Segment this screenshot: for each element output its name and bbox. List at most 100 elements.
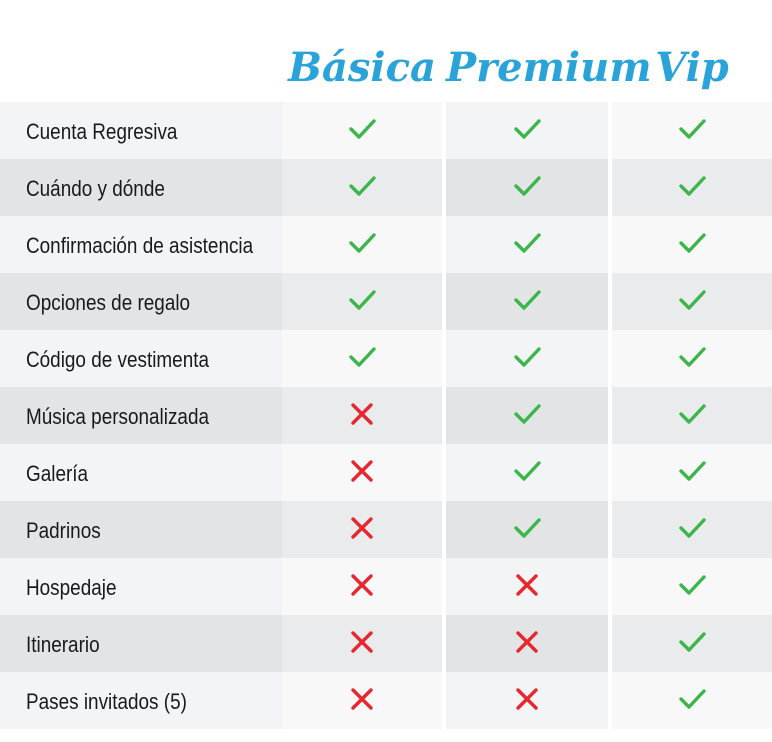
check-icon: [347, 114, 377, 144]
cell-vip: [612, 102, 772, 159]
feature-label: Galería: [26, 461, 89, 486]
check-icon: [677, 456, 707, 486]
cell-premium: [446, 444, 608, 501]
cell-basica: [282, 501, 442, 558]
table-row: Padrinos: [0, 501, 772, 558]
feature-label: Cuándo y dónde: [26, 176, 165, 201]
check-icon: [677, 228, 707, 258]
check-icon: [347, 171, 377, 201]
check-icon: [677, 570, 707, 600]
check-icon: [512, 114, 542, 144]
cell-premium: [446, 672, 608, 729]
cell-premium: [446, 501, 608, 558]
cell-vip: [612, 387, 772, 444]
plan-title-vip: Vip: [655, 44, 729, 91]
feature-label-cell: Opciones de regalo: [0, 273, 282, 330]
cell-premium: [446, 615, 608, 672]
cross-icon: [512, 684, 542, 714]
cross-icon: [347, 399, 377, 429]
cross-icon: [347, 456, 377, 486]
cell-vip: [612, 501, 772, 558]
table-row: Cuenta Regresiva: [0, 102, 772, 159]
check-icon: [512, 285, 542, 315]
cross-icon: [347, 684, 377, 714]
cross-icon: [347, 627, 377, 657]
cell-vip: [612, 159, 772, 216]
feature-label-cell: Galería: [0, 444, 282, 501]
feature-label-cell: Padrinos: [0, 501, 282, 558]
table-row: Hospedaje: [0, 558, 772, 615]
table-row: Confirmación de asistencia: [0, 216, 772, 273]
check-icon: [677, 399, 707, 429]
check-icon: [512, 456, 542, 486]
feature-label-cell: Cuenta Regresiva: [0, 102, 282, 159]
check-icon: [347, 285, 377, 315]
feature-label: Cuenta Regresiva: [26, 119, 178, 144]
plan-title-basica: Básica: [288, 44, 436, 91]
table-row: Itinerario: [0, 615, 772, 672]
feature-label-cell: Música personalizada: [0, 387, 282, 444]
feature-label-cell: Código de vestimenta: [0, 330, 282, 387]
table-row: Música personalizada: [0, 387, 772, 444]
cell-vip: [612, 444, 772, 501]
table-row: Cuándo y dónde: [0, 159, 772, 216]
feature-label: Itinerario: [26, 632, 100, 657]
table-header: Básica Premium Vip: [0, 0, 772, 102]
check-icon: [677, 627, 707, 657]
cell-premium: [446, 387, 608, 444]
cell-vip: [612, 273, 772, 330]
check-icon: [512, 171, 542, 201]
cross-icon: [512, 570, 542, 600]
table-row: Pases invitados (5): [0, 672, 772, 729]
check-icon: [677, 285, 707, 315]
cell-basica: [282, 615, 442, 672]
check-icon: [512, 399, 542, 429]
cell-basica: [282, 102, 442, 159]
feature-label-cell: Cuándo y dónde: [0, 159, 282, 216]
cell-basica: [282, 273, 442, 330]
cell-basica: [282, 330, 442, 387]
feature-label: Opciones de regalo: [26, 290, 191, 315]
feature-label-cell: Pases invitados (5): [0, 672, 282, 729]
check-icon: [677, 342, 707, 372]
cell-premium: [446, 102, 608, 159]
feature-label: Código de vestimenta: [26, 347, 210, 372]
table-row: Código de vestimenta: [0, 330, 772, 387]
cell-vip: [612, 216, 772, 273]
check-icon: [677, 513, 707, 543]
cell-premium: [446, 330, 608, 387]
feature-rows: Cuenta Regresiva Cuándo y dónde Confirmaci…: [0, 102, 772, 729]
cell-basica: [282, 216, 442, 273]
check-icon: [677, 171, 707, 201]
feature-label-cell: Confirmación de asistencia: [0, 216, 282, 273]
cell-premium: [446, 216, 608, 273]
table-row: Opciones de regalo: [0, 273, 772, 330]
cross-icon: [512, 627, 542, 657]
check-icon: [677, 684, 707, 714]
check-icon: [512, 513, 542, 543]
plan-title-premium: Premium: [446, 44, 652, 91]
check-icon: [347, 342, 377, 372]
cell-premium: [446, 159, 608, 216]
cell-premium: [446, 273, 608, 330]
cross-icon: [347, 513, 377, 543]
table-row: Galería: [0, 444, 772, 501]
cell-basica: [282, 159, 442, 216]
check-icon: [347, 228, 377, 258]
check-icon: [512, 228, 542, 258]
feature-label: Padrinos: [26, 518, 101, 543]
cell-basica: [282, 387, 442, 444]
feature-label-cell: Itinerario: [0, 615, 282, 672]
cell-basica: [282, 558, 442, 615]
cell-basica: [282, 444, 442, 501]
cell-premium: [446, 558, 608, 615]
cell-vip: [612, 558, 772, 615]
cell-vip: [612, 672, 772, 729]
check-icon: [677, 114, 707, 144]
cell-basica: [282, 672, 442, 729]
feature-label: Pases invitados (5): [26, 689, 187, 714]
cell-vip: [612, 615, 772, 672]
check-icon: [512, 342, 542, 372]
feature-label-cell: Hospedaje: [0, 558, 282, 615]
